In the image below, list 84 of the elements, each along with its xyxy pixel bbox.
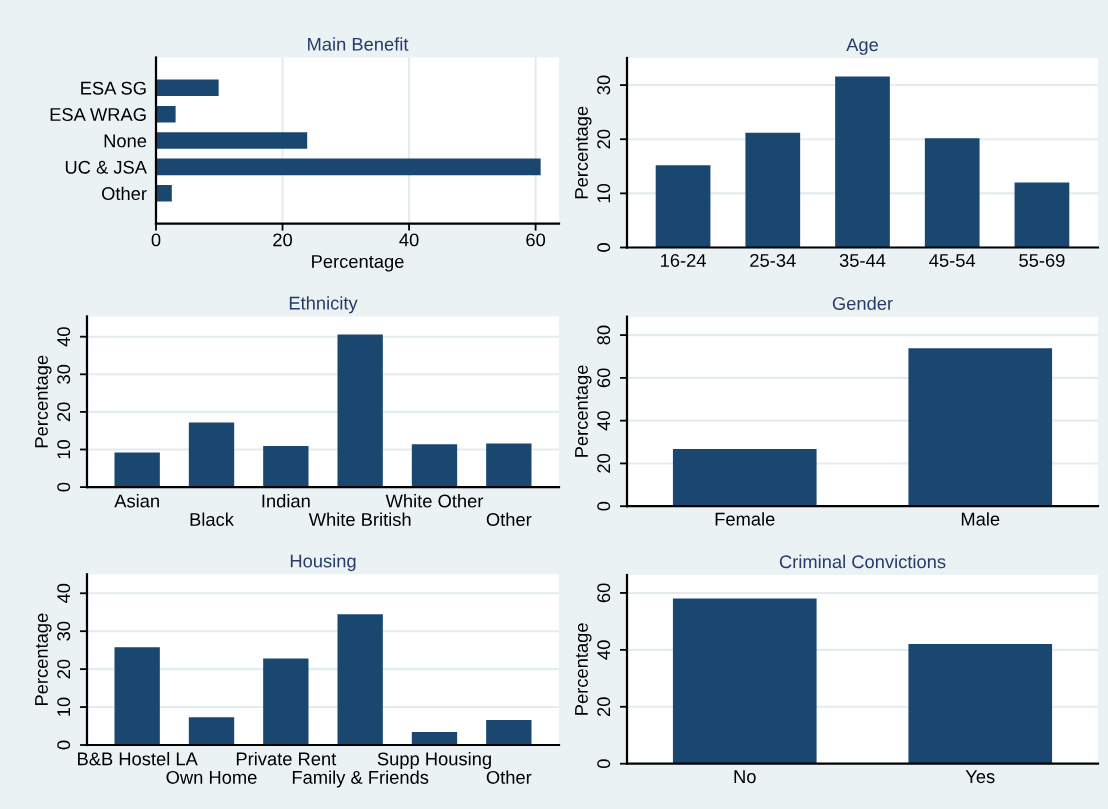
x-tick-label: Yes bbox=[965, 770, 995, 784]
x-tick-label: 35-44 bbox=[839, 253, 886, 267]
chart-title: Age bbox=[846, 38, 878, 55]
y-tick-label: 30 bbox=[57, 621, 71, 641]
y-tick-label: UC & JSA bbox=[65, 160, 147, 174]
x-tick-label: Supp Housing bbox=[377, 751, 491, 770]
x-tick-label: 25-34 bbox=[750, 253, 796, 267]
x-tick-label: Other bbox=[486, 770, 532, 784]
bar bbox=[411, 732, 458, 745]
y-tick-label: 0 bbox=[57, 740, 71, 750]
y-tick-label: 40 bbox=[597, 411, 611, 431]
x-tick-label: Asian bbox=[114, 494, 159, 508]
x-axis-title: Percentage bbox=[312, 255, 404, 272]
x-tick-label: White British bbox=[308, 512, 411, 526]
y-axis-title: Percentage bbox=[35, 613, 52, 706]
y-tick-label: ESA WRAG bbox=[50, 108, 146, 122]
bar bbox=[188, 717, 235, 745]
chart-title: Criminal Convictions bbox=[779, 554, 946, 569]
bar bbox=[337, 334, 383, 488]
x-tick-label: Female bbox=[715, 512, 775, 526]
y-tick-label: 30 bbox=[57, 364, 71, 384]
x-tick-label: 20 bbox=[273, 233, 293, 247]
bar bbox=[114, 452, 160, 488]
y-axis-title: Percentage bbox=[575, 365, 592, 457]
x-tick-label: Family & Friends bbox=[292, 770, 429, 788]
chart-title: Gender bbox=[832, 296, 893, 310]
bar bbox=[156, 184, 172, 202]
y-tick-label: 40 bbox=[57, 583, 71, 604]
bar bbox=[745, 132, 801, 248]
x-tick-label: 16-24 bbox=[661, 253, 706, 267]
x-tick-label: Indian bbox=[262, 494, 310, 508]
y-tick-label: 20 bbox=[597, 453, 611, 473]
y-tick-label: Other bbox=[101, 186, 147, 201]
bar bbox=[156, 158, 541, 176]
x-tick-label: Other bbox=[486, 512, 532, 526]
y-tick-label: 30 bbox=[597, 75, 611, 95]
bar bbox=[156, 105, 176, 123]
x-tick-label: Male bbox=[961, 512, 1000, 526]
bar bbox=[1014, 182, 1070, 248]
y-tick-label: 20 bbox=[57, 659, 71, 679]
bar bbox=[263, 658, 309, 745]
y-tick-label: 20 bbox=[57, 402, 71, 422]
bar bbox=[486, 443, 532, 488]
x-tick-label: 60 bbox=[526, 233, 546, 247]
chart-title: Ethnicity bbox=[289, 296, 358, 314]
y-tick-label: 20 bbox=[597, 697, 611, 717]
bar bbox=[486, 719, 532, 745]
chart-title: Housing bbox=[290, 554, 356, 572]
y-tick-label: None bbox=[104, 134, 147, 148]
y-axis-title: Percentage bbox=[35, 355, 52, 448]
bar bbox=[337, 614, 383, 745]
x-tick-label: White Other bbox=[385, 494, 484, 508]
chart-title: Main Benefit bbox=[308, 37, 409, 51]
y-tick-label: 10 bbox=[597, 183, 611, 203]
bar bbox=[156, 132, 308, 149]
bar bbox=[263, 446, 309, 488]
y-tick-label: 10 bbox=[57, 697, 71, 716]
x-tick-label: Own Home bbox=[166, 770, 257, 784]
y-tick-label: 10 bbox=[57, 440, 71, 459]
y-tick-label: 20 bbox=[597, 129, 611, 149]
y-axis-title: Percentage bbox=[575, 623, 592, 715]
bar bbox=[156, 79, 219, 97]
y-tick-label: 80 bbox=[597, 325, 611, 345]
x-tick-label: Black bbox=[190, 512, 234, 526]
x-tick-label: 55-69 bbox=[1019, 253, 1065, 267]
y-tick-label: 0 bbox=[57, 482, 71, 492]
x-tick-label: B&B Hostel LA bbox=[78, 751, 198, 766]
y-tick-label: 40 bbox=[597, 640, 611, 660]
y-tick-label: 60 bbox=[597, 583, 611, 603]
bar bbox=[835, 76, 890, 248]
bar bbox=[188, 422, 235, 488]
bar bbox=[924, 138, 980, 248]
x-tick-label: 0 bbox=[151, 233, 161, 247]
x-tick-label: Private Rent bbox=[236, 751, 337, 766]
bar bbox=[655, 165, 711, 248]
y-tick-label: 40 bbox=[57, 327, 71, 347]
x-tick-label: No bbox=[734, 770, 756, 784]
y-tick-label: ESA SG bbox=[81, 81, 146, 95]
bar bbox=[411, 444, 458, 488]
bar bbox=[114, 647, 160, 745]
y-axis-title: Percentage bbox=[575, 106, 592, 199]
x-tick-label: 45-54 bbox=[929, 254, 976, 267]
y-tick-label: 60 bbox=[597, 368, 611, 388]
x-tick-label: 40 bbox=[399, 233, 419, 247]
